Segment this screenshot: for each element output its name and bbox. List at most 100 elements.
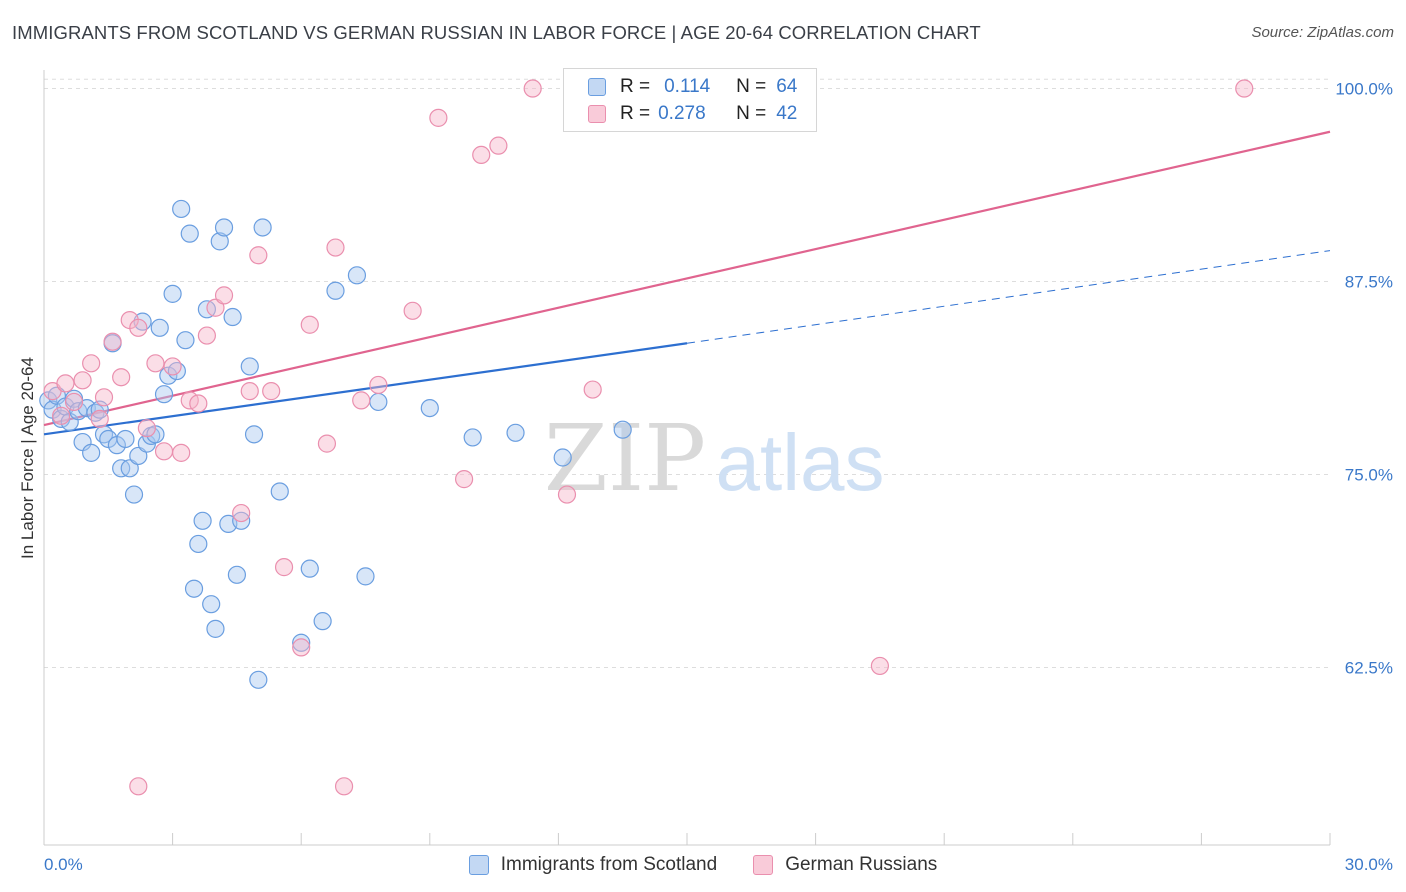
scotland-point	[172, 199, 191, 219]
scotland-point	[120, 459, 139, 478]
scotland-point	[82, 443, 101, 462]
scotland-point	[292, 633, 311, 652]
scotland-point	[176, 331, 195, 350]
scotland-trend-line	[43, 342, 688, 436]
scotland-point	[313, 612, 332, 631]
scotland-point	[214, 218, 234, 237]
german-russian-point	[403, 301, 422, 320]
scotland-point	[154, 385, 174, 404]
german-russian-point	[489, 136, 508, 155]
german-russian-point	[274, 558, 294, 577]
german-russian-point	[172, 443, 191, 462]
y-tick-label: 62.5%	[1345, 658, 1393, 677]
german-russian-point	[292, 638, 311, 657]
scotland-point	[159, 366, 178, 385]
german-russian-point	[454, 470, 474, 489]
legend-n-value: 64	[776, 76, 798, 97]
watermark-atlas: atlas	[716, 418, 885, 507]
legend-row-scotland: R = 0.114 N = 64	[588, 75, 797, 99]
scotland-point	[232, 511, 251, 530]
german-russian-point	[154, 442, 174, 461]
scotland-point	[253, 218, 272, 237]
german-russian-point	[197, 326, 216, 345]
scotland-point	[180, 224, 199, 243]
scotland-point	[116, 429, 135, 449]
scotland-point	[39, 391, 58, 410]
legend-n-label: N =	[736, 76, 767, 97]
scotland-trend-extension	[686, 250, 1331, 344]
german-russian-point	[232, 503, 251, 523]
scotland-point	[184, 579, 204, 598]
series-legend-item-german-russians[interactable]: German Russians	[753, 854, 937, 876]
german-russian-point	[1235, 79, 1254, 98]
series-legend-item-scotland[interactable]: Immigrants from Scotland	[468, 854, 718, 876]
scotland-point	[189, 534, 208, 554]
scotland-point	[210, 232, 229, 251]
german-russian-point	[557, 485, 577, 504]
german-russian-point	[206, 298, 225, 317]
data-points	[39, 79, 1254, 796]
scotland-point	[206, 619, 225, 638]
scotland-point	[193, 511, 212, 530]
german-russian-point	[90, 409, 109, 429]
scotland-point	[613, 420, 632, 439]
scotland-point	[506, 423, 525, 442]
german-russian-point	[300, 315, 319, 334]
german-russian-point	[112, 368, 131, 387]
legend-swatch-blue	[588, 78, 606, 96]
scotland-point	[129, 446, 148, 466]
series-legend-label: German Russians	[785, 854, 938, 875]
legend-n-value: 42	[776, 103, 798, 124]
german-russian-point	[334, 777, 354, 796]
german-russian-point	[146, 354, 165, 373]
scotland-point	[270, 482, 289, 501]
series-legend-label: Immigrants from Scotland	[500, 854, 718, 875]
scotland-point	[202, 595, 221, 614]
german-russian-point	[73, 371, 92, 390]
german-russian-point	[352, 391, 371, 410]
german-russian-point	[129, 318, 148, 337]
scotland-point	[163, 284, 182, 303]
german-russian-point	[583, 380, 602, 399]
legend-swatch-blue	[468, 855, 489, 875]
legend-r-label: R =	[620, 76, 651, 97]
german-russian-point	[129, 777, 148, 796]
german-russian-point	[472, 145, 491, 165]
series-legend: Immigrants from Scotland German Russians	[0, 852, 1406, 878]
scotland-point	[300, 559, 319, 578]
scotland-point	[244, 425, 264, 444]
german-russian-point	[52, 406, 71, 425]
german-russian-point	[317, 434, 337, 453]
scotland-point	[240, 357, 259, 376]
x-tick-label: 30.0%	[1345, 855, 1393, 874]
german-russian-point	[163, 357, 182, 376]
scotland-point	[150, 318, 169, 337]
legend-swatch-pink	[588, 105, 606, 123]
source-credit: Source: ZipAtlas.com	[1251, 24, 1394, 41]
y-tick-label: 100.0%	[1335, 80, 1393, 99]
german-russian-point	[56, 374, 75, 393]
legend-swatch-pink	[753, 855, 774, 875]
axis-labels: 100.0% 87.5% 75.0% 62.5% 0.0% 30.0% In Labor F…	[18, 80, 1393, 874]
scotland-point	[223, 307, 242, 327]
scotland-point	[124, 485, 144, 504]
german-russian-point	[94, 388, 114, 407]
german-russian-trend-line	[43, 130, 1331, 427]
german-russian-point	[64, 392, 84, 412]
scotland-point	[249, 670, 268, 689]
german-russian-point	[189, 394, 208, 413]
legend-r-value: 0.114	[664, 76, 711, 97]
y-tick-label: 87.5%	[1345, 273, 1393, 292]
scotland-point	[369, 392, 388, 412]
german-russian-point	[249, 246, 268, 265]
legend-n-label: N =	[736, 103, 767, 124]
scotland-point	[227, 565, 246, 584]
german-russian-point	[137, 419, 156, 438]
x-tick-label: 0.0%	[44, 855, 83, 874]
german-russian-point	[103, 332, 122, 351]
scotland-point	[553, 448, 572, 467]
german-russian-point	[214, 286, 234, 305]
chart-title: IMMIGRANTS FROM SCOTLAND VS GERMAN RUSSI…	[12, 22, 981, 43]
legend-row-german-russian: R = 0.278 N = 42	[588, 102, 797, 126]
